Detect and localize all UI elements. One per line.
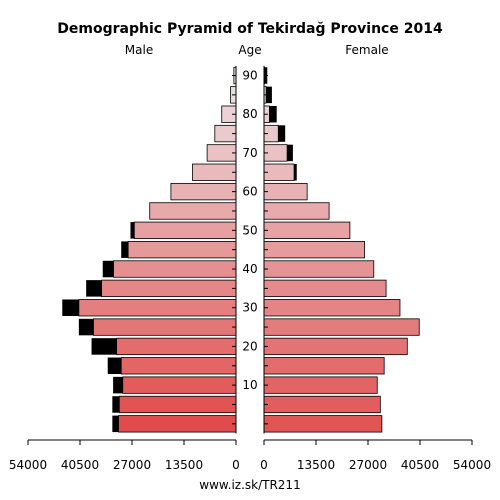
female-excess-70-74 (287, 144, 293, 162)
value-tick-label: 27000 (349, 458, 387, 472)
age-tick-label: 20 (242, 339, 257, 353)
female-bar-45-49 (263, 241, 365, 259)
male-bar-55-59 (149, 202, 237, 220)
female-bar-40-44 (263, 260, 375, 278)
value-tick-label: 54000 (453, 458, 491, 472)
female-bar-60-64 (263, 182, 308, 201)
male-excess-30-34 (62, 299, 79, 316)
male-bar-70-74 (206, 144, 237, 162)
female-bar-55-59 (263, 202, 330, 220)
female-bar-10-14 (263, 376, 378, 394)
age-tick-label: 70 (242, 146, 257, 160)
female-bar-5-9 (263, 395, 381, 414)
female-bar-30-34 (263, 299, 401, 317)
female-bar-20-24 (263, 337, 408, 356)
x-axis: 54000 40500 27000 13500 0 0 13500 27000 40500 540… (9, 439, 491, 472)
age-tick-label: 80 (242, 107, 257, 121)
age-tick-label: 50 (242, 223, 257, 237)
value-tick-label: 54000 (9, 458, 47, 472)
value-tick-label: 0 (232, 458, 240, 472)
age-tick-label: 30 (242, 301, 257, 315)
value-tick-label: 40500 (61, 458, 99, 472)
male-excess-35-39 (86, 280, 102, 297)
male-header: Male (125, 43, 153, 57)
male-bar-40-44 (113, 260, 237, 278)
male-bar-10-14 (122, 376, 237, 394)
female-bar-0-4 (263, 415, 383, 433)
footer-source: www.iz.sk/TR211 (199, 478, 300, 492)
male-excess-50-54 (130, 222, 135, 239)
female-excess-80-84 (269, 105, 277, 123)
male-bar-50-54 (133, 221, 237, 239)
male-bar-0-4 (118, 415, 237, 433)
male-bar-20-24 (116, 337, 237, 356)
female-header: Female (345, 43, 388, 57)
female-excess-65-69 (294, 164, 297, 181)
male-excess-10-14 (113, 376, 123, 394)
value-tick-label: 40500 (401, 458, 439, 472)
age-tick-label: 90 (242, 69, 257, 83)
male-excess-15-19 (107, 357, 122, 375)
male-excess-5-9 (112, 396, 120, 413)
age-axis: 10 20 30 40 50 60 70 80 90 (232, 65, 268, 434)
female-bar-15-19 (263, 357, 385, 375)
male-bar-35-39 (101, 279, 237, 298)
female-bar-35-39 (263, 279, 387, 298)
age-tick-label: 10 (242, 378, 257, 392)
female-bars (263, 66, 420, 433)
value-tick-label: 13500 (297, 458, 335, 472)
male-bar-65-69 (192, 163, 237, 181)
value-tick-label: 13500 (165, 458, 203, 472)
age-header: Age (238, 43, 261, 57)
male-bar-25-29 (93, 318, 237, 336)
value-tick-label: 27000 (113, 458, 151, 472)
chart-title: Demographic Pyramid of Tekirdağ Province… (57, 21, 443, 37)
age-tick-label: 60 (242, 185, 257, 199)
female-bar-25-29 (263, 318, 420, 336)
male-bar-45-49 (127, 241, 237, 259)
female-bar-50-54 (263, 221, 351, 239)
age-tick-label: 40 (242, 262, 257, 276)
male-bar-60-64 (170, 182, 237, 201)
male-bar-15-19 (120, 357, 237, 375)
male-excess-20-24 (91, 338, 117, 355)
male-bar-30-34 (78, 299, 237, 317)
value-tick-label: 0 (260, 458, 268, 472)
male-excess-0-4 (112, 415, 119, 433)
male-excess-45-49 (121, 241, 129, 258)
female-excess-85-89 (266, 86, 272, 104)
female-excess-75-79 (278, 125, 286, 142)
male-bar-5-9 (118, 395, 237, 414)
male-bars (62, 66, 237, 433)
female-bar-65-69 (263, 163, 295, 181)
male-excess-25-29 (78, 318, 94, 336)
male-excess-40-44 (102, 260, 114, 278)
